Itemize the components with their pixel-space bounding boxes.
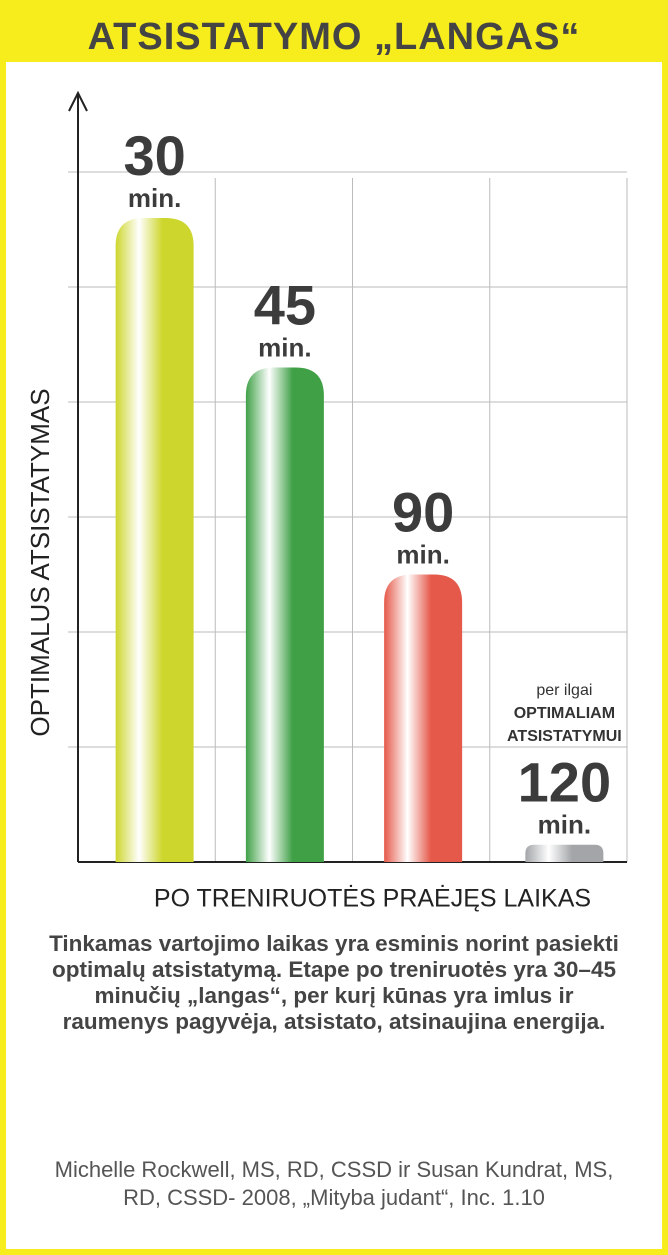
category-label: 45 <box>254 273 316 336</box>
y-axis-arrow <box>68 90 88 112</box>
citation: Michelle Rockwell, MS, RD, CSSD ir Susan… <box>54 1157 614 1210</box>
unit-label: min. <box>538 810 591 840</box>
annotation: per ilgai <box>536 682 592 699</box>
chart: OPTIMALUS ATSISTATYMAS PO TRENIRUOTĖS PRA… <box>25 90 628 913</box>
category-label: 30 <box>123 124 185 187</box>
category-label: 120 <box>518 751 611 814</box>
chart-title: ATSISTATYMO „LANGAS“ <box>6 6 662 62</box>
unit-label: min. <box>128 183 181 213</box>
bar <box>384 574 463 862</box>
unit-label: min. <box>258 332 311 362</box>
category-label: 90 <box>392 480 454 543</box>
bar <box>245 367 324 862</box>
description: Tinkamas vartojimo laikas yra esminis no… <box>49 931 619 1034</box>
unit-label: min. <box>396 539 449 569</box>
bar <box>525 844 604 862</box>
bar <box>115 218 194 862</box>
y-axis-label: OPTIMALUS ATSISTATYMAS <box>25 388 55 736</box>
annotation: ATSISTATYMUI <box>507 728 622 745</box>
annotation: OPTIMALIAM <box>514 705 615 722</box>
x-axis-label: PO TRENIRUOTĖS PRAĖJĘS LAIKAS <box>154 884 591 913</box>
